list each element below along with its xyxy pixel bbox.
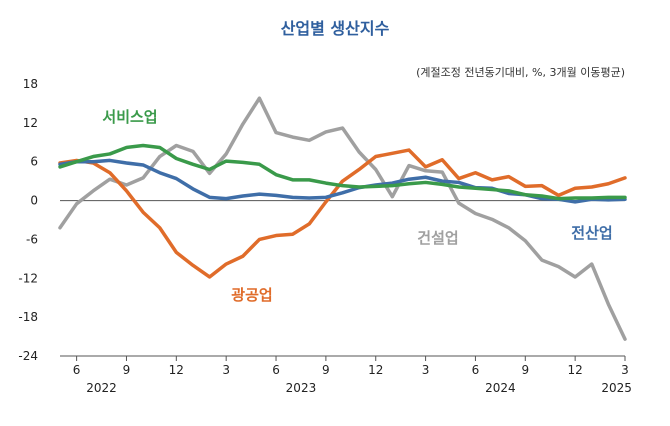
axis-layer: 18 12 6 0 -6 -12 -18 -24 6 9 12 3 6 9 12 3 6 9 12 3 2022 2023… <box>18 77 632 395</box>
y-tick-label: 0 <box>30 194 38 208</box>
y-tick-label: 12 <box>23 116 38 130</box>
x-tick-label: 6 <box>272 363 280 377</box>
series-label: 전산업 <box>571 224 612 242</box>
y-tick-label: 6 <box>30 155 38 169</box>
year-label: 2023 <box>286 381 317 395</box>
chart-title: 산업별 생산지수 <box>281 19 390 38</box>
year-label: 2024 <box>485 381 516 395</box>
x-tick-label: 12 <box>568 363 583 377</box>
x-tick-label: 12 <box>169 363 184 377</box>
x-tick-label: 6 <box>73 363 81 377</box>
lines-layer <box>58 96 627 341</box>
y-tick-label: -12 <box>18 271 38 285</box>
x-tick-label: 12 <box>368 363 383 377</box>
x-tick-label: 9 <box>521 363 529 377</box>
y-tick-label: -18 <box>18 310 38 324</box>
x-tick-label: 6 <box>472 363 480 377</box>
y-tick-label: 18 <box>23 77 38 91</box>
year-label: 2025 <box>601 381 632 395</box>
series-label: 서비스업 <box>102 108 157 126</box>
series-label: 건설업 <box>417 229 458 247</box>
x-tick-label: 3 <box>422 363 430 377</box>
year-label: 2022 <box>86 381 117 395</box>
y-tick-label: -6 <box>26 232 38 246</box>
series-label: 광공업 <box>231 286 272 304</box>
y-tick-label: -24 <box>18 349 38 363</box>
x-tick-label: 3 <box>222 363 230 377</box>
series-line-0 <box>58 143 627 201</box>
series-line-2 <box>58 148 627 279</box>
chart-subtitle: (계절조정 전년동기대비, %, 3개월 이동평균) <box>416 66 625 79</box>
x-tick-label: 3 <box>621 363 629 377</box>
series-line-3 <box>58 96 627 341</box>
x-tick-label: 9 <box>123 363 131 377</box>
x-tick-label: 9 <box>322 363 330 377</box>
